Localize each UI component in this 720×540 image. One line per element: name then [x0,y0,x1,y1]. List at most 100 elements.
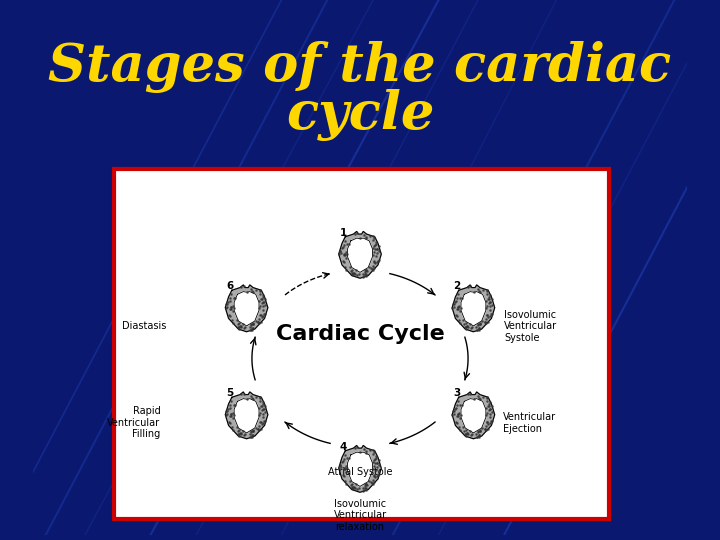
Polygon shape [338,232,382,278]
Point [486,402,498,410]
Point [220,407,232,416]
Point [446,303,458,312]
Point [369,264,380,273]
Point [225,410,236,418]
Point [487,416,498,425]
Point [340,248,351,256]
Point [367,479,379,488]
Point [225,303,237,312]
Point [461,429,472,438]
Point [451,310,462,319]
Point [449,409,460,418]
Point [460,429,472,438]
Point [482,310,493,319]
Point [241,394,253,403]
Polygon shape [461,292,486,326]
Point [485,418,496,427]
Point [230,400,241,409]
Point [227,414,238,423]
Point [471,326,482,334]
Point [451,417,462,426]
Point [369,241,380,250]
Point [349,443,361,452]
Point [481,394,492,403]
Text: 1: 1 [340,228,347,238]
Point [246,433,258,441]
Point [464,426,475,435]
Point [222,302,233,311]
Text: 4: 4 [340,442,347,452]
Point [246,430,258,439]
Point [460,322,472,331]
Point [258,298,269,307]
Point [485,312,496,320]
Point [367,446,379,455]
Point [255,318,266,326]
Point [454,426,466,435]
Point [459,427,470,436]
Point [227,307,238,316]
Point [368,248,379,256]
Point [358,272,369,281]
Point [487,300,498,309]
Point [344,262,356,271]
Point [361,266,372,274]
Text: 3: 3 [454,388,461,399]
Point [480,315,492,323]
Point [472,325,483,334]
Point [223,417,235,426]
Point [353,483,364,492]
Point [348,483,359,491]
Point [366,464,378,473]
Point [341,480,352,488]
Text: Rapid
Ventricular
Filling: Rapid Ventricular Filling [107,406,161,440]
Point [255,417,266,426]
Point [371,252,382,260]
Point [225,397,237,406]
Point [341,250,353,259]
Point [360,272,372,280]
Point [360,486,372,495]
Point [235,390,247,399]
Point [233,325,245,333]
Point [485,298,496,306]
Point [359,266,370,274]
Point [259,300,271,309]
Point [246,394,258,402]
Point [482,310,493,319]
Point [258,302,269,311]
Point [341,468,352,476]
Point [464,282,476,291]
Point [481,393,492,401]
Point [335,460,346,469]
Point [343,240,354,248]
Point [347,485,359,494]
Point [372,458,383,467]
Polygon shape [452,392,495,439]
Text: Diastasis: Diastasis [122,321,167,332]
Point [347,271,359,280]
Point [351,484,363,493]
Point [257,398,269,407]
Point [453,423,464,431]
Text: 6: 6 [227,281,234,291]
Point [483,402,495,410]
Point [338,465,350,474]
Polygon shape [234,292,259,326]
Point [346,483,358,491]
Point [241,287,253,296]
Point [453,411,464,420]
Point [246,323,258,332]
Point [366,264,377,273]
Point [338,249,350,258]
Point [369,241,381,249]
Point [482,424,493,433]
Point [474,288,485,296]
Point [455,401,467,409]
Point [452,410,464,419]
Point [235,283,247,292]
Point [473,394,485,402]
Polygon shape [348,452,372,487]
Point [467,430,478,438]
Point [361,480,372,489]
